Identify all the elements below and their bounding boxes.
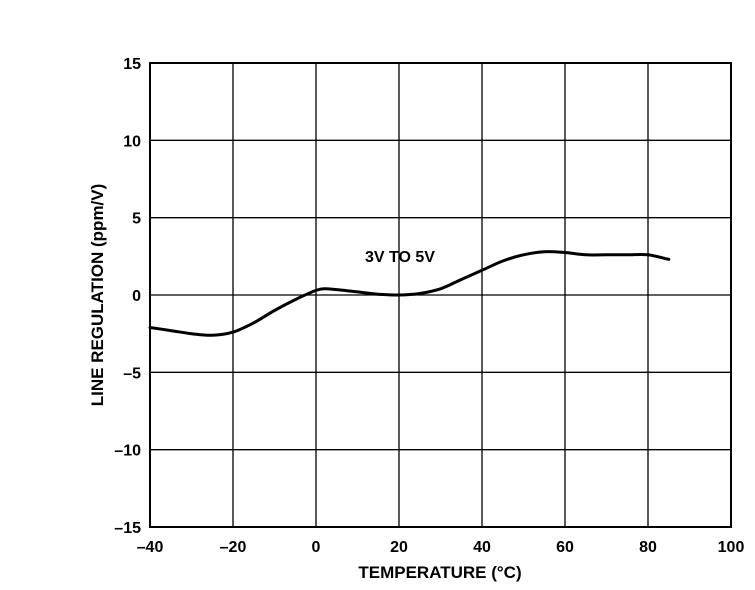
y-tick-label: –5 <box>123 365 141 382</box>
x-tick-label: –40 <box>137 539 164 556</box>
grid-lines <box>149 62 732 528</box>
x-axis-label: TEMPERATURE (°C) <box>358 563 521 582</box>
y-tick-label: 10 <box>123 133 141 150</box>
series-line <box>148 250 671 337</box>
x-tick-label: –20 <box>220 539 247 556</box>
x-tick-label: 40 <box>473 539 491 556</box>
y-tick-label: 5 <box>132 211 141 228</box>
y-tick-label: 15 <box>123 56 141 73</box>
curve-annotation: 3V TO 5V <box>365 249 435 266</box>
x-tick-label: 0 <box>312 539 321 556</box>
series-group <box>148 250 671 337</box>
plot-frame <box>149 62 732 528</box>
plot-border <box>149 62 732 528</box>
y-tick-label: –15 <box>114 520 141 537</box>
x-tick-label: 80 <box>639 539 657 556</box>
x-tick-labels: –40 –20 0 20 40 60 80 100 <box>137 539 745 556</box>
y-tick-label: –10 <box>114 443 141 460</box>
y-tick-labels: –15 –10 –5 0 5 10 15 <box>114 56 141 537</box>
x-tick-label: 20 <box>390 539 408 556</box>
x-tick-label: 100 <box>718 539 745 556</box>
x-tick-label: 60 <box>556 539 574 556</box>
y-axis-label: LINE REGULATION (ppm/V) <box>88 184 107 407</box>
y-tick-label: 0 <box>132 288 141 305</box>
